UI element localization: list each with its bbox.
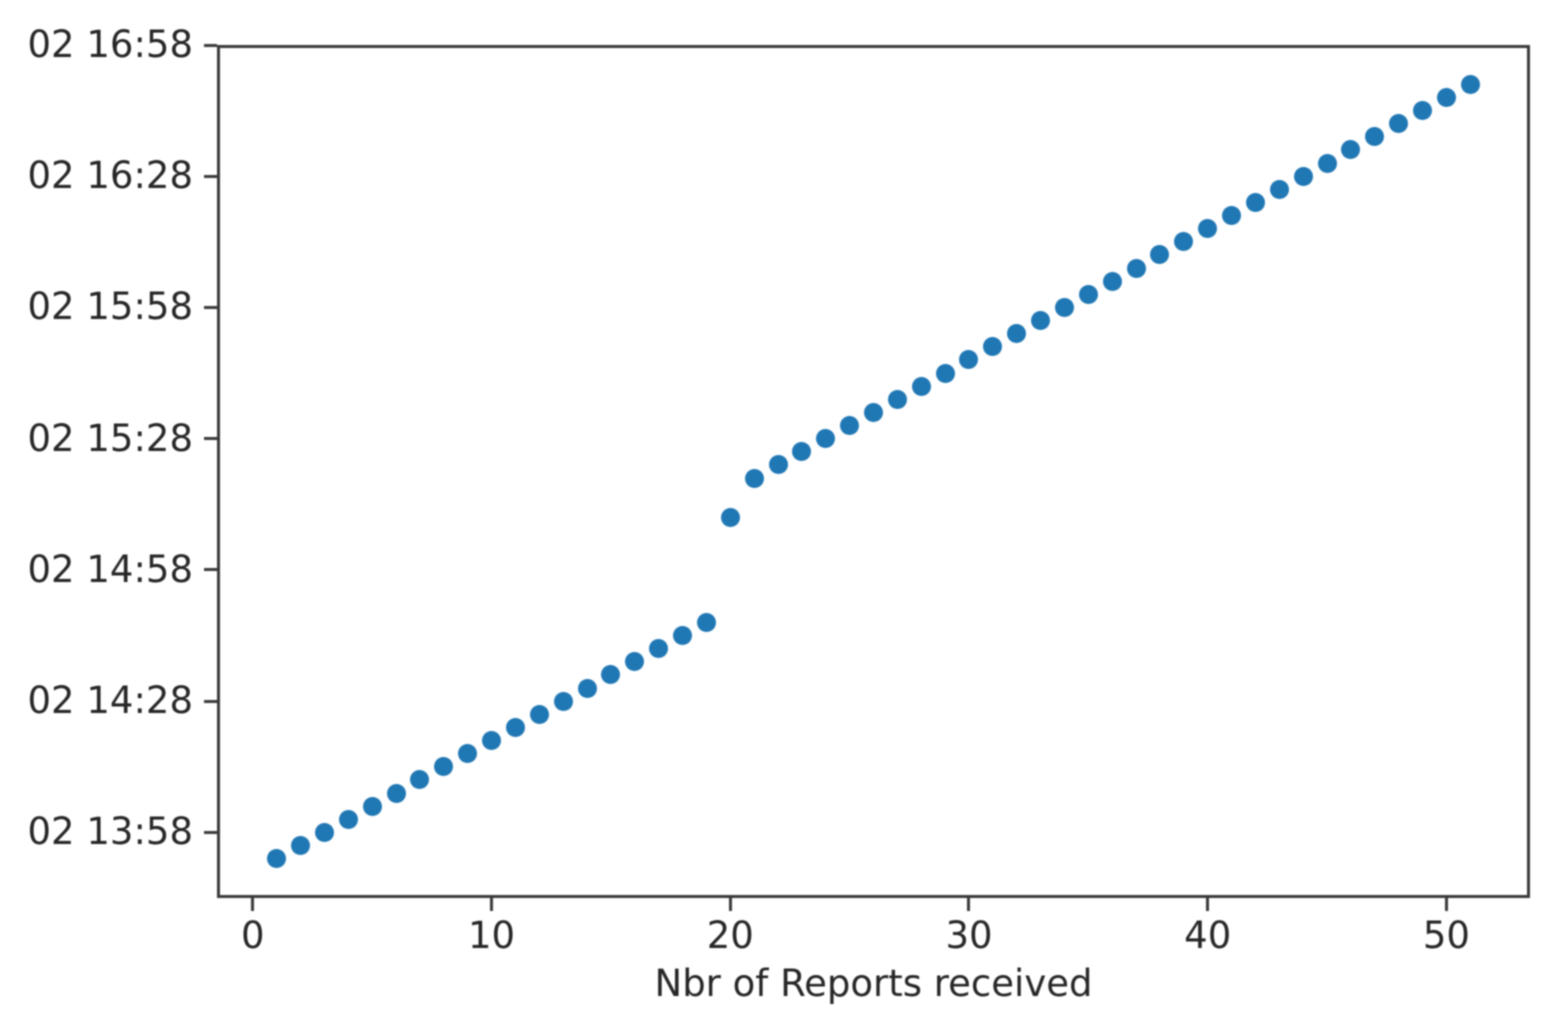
- y-tick-label: 02 15:58: [27, 285, 193, 329]
- plot-area: [217, 45, 1530, 898]
- data-point: [1269, 179, 1289, 199]
- data-point: [1031, 311, 1051, 331]
- data-point: [840, 416, 860, 436]
- x-tick-label: 20: [706, 914, 754, 957]
- x-tick-label: 40: [1184, 914, 1232, 957]
- data-point: [267, 849, 287, 869]
- data-point: [625, 652, 645, 672]
- x-tick-label: 0: [241, 914, 265, 957]
- data-point: [935, 363, 955, 383]
- data-point: [1150, 245, 1170, 265]
- data-point: [362, 796, 382, 816]
- y-tick-label: 02 14:28: [27, 679, 193, 723]
- x-tick: [1444, 898, 1448, 911]
- data-point: [1222, 206, 1242, 226]
- data-point: [792, 442, 812, 462]
- data-point: [1078, 284, 1098, 304]
- data-point: [768, 455, 788, 475]
- x-tick: [251, 898, 255, 911]
- data-point: [1102, 271, 1122, 291]
- y-tick-label: 02 16:58: [27, 23, 193, 66]
- data-point: [673, 626, 693, 646]
- data-point: [1293, 166, 1313, 186]
- y-tick-label: 02 15:28: [27, 416, 193, 460]
- data-point: [744, 468, 764, 488]
- data-point: [410, 770, 430, 790]
- x-tick: [490, 898, 494, 911]
- data-point: [1413, 101, 1433, 121]
- y-tick-label: 02 13:58: [27, 810, 193, 854]
- x-tick-label: 50: [1422, 914, 1470, 957]
- data-point: [577, 678, 597, 698]
- y-tick: [204, 830, 217, 834]
- data-point: [1460, 74, 1480, 94]
- data-point: [338, 809, 358, 829]
- data-point: [553, 691, 573, 711]
- data-point: [482, 731, 502, 751]
- data-point: [1007, 324, 1027, 344]
- data-point: [529, 704, 549, 724]
- data-point: [291, 836, 311, 855]
- y-tick: [204, 43, 217, 47]
- data-point: [1245, 192, 1265, 212]
- x-tick: [728, 898, 732, 911]
- y-tick-label: 02 16:28: [27, 154, 193, 198]
- data-point: [314, 822, 334, 842]
- data-point: [649, 639, 669, 659]
- data-point: [1317, 153, 1337, 173]
- data-point: [696, 612, 716, 632]
- data-point: [434, 757, 454, 777]
- data-point: [983, 337, 1003, 357]
- data-point: [816, 429, 836, 449]
- y-tick: [204, 437, 217, 441]
- y-tick: [204, 699, 217, 703]
- data-point: [601, 665, 621, 685]
- data-point: [864, 402, 883, 422]
- data-point: [505, 717, 525, 737]
- x-tick-label: 10: [467, 914, 516, 957]
- data-point: [1054, 297, 1074, 317]
- y-tick: [204, 568, 217, 572]
- data-point: [1365, 127, 1385, 147]
- x-tick: [967, 898, 971, 911]
- data-point: [386, 783, 406, 803]
- data-point: [1198, 219, 1218, 239]
- data-point: [1436, 87, 1456, 107]
- y-tick: [204, 305, 217, 309]
- data-point: [959, 350, 979, 370]
- data-point: [1174, 232, 1194, 252]
- data-point: [911, 376, 931, 396]
- x-tick: [1206, 898, 1210, 911]
- data-point: [1126, 258, 1146, 278]
- data-point: [887, 389, 907, 409]
- x-axis-label: Nbr of Reports received: [654, 962, 1093, 1005]
- data-point: [458, 744, 478, 764]
- y-tick: [204, 174, 217, 178]
- x-tick-label: 30: [945, 914, 993, 957]
- data-point: [720, 507, 740, 527]
- y-tick-label: 02 14:58: [27, 547, 193, 591]
- data-point: [1389, 114, 1409, 134]
- data-point: [1341, 140, 1361, 160]
